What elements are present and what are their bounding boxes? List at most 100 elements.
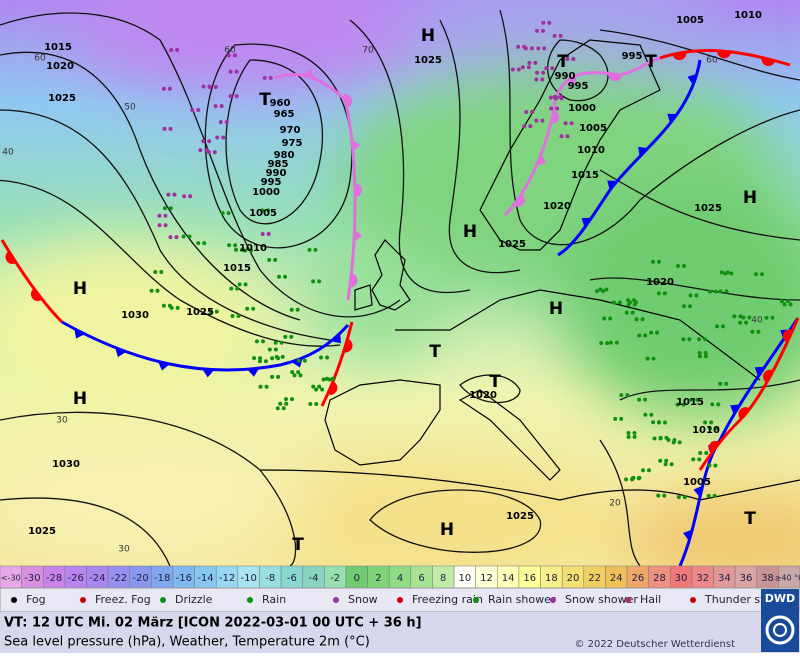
- weather-dot: [552, 33, 557, 38]
- coastlines: [259, 39, 800, 501]
- weather-dot: [708, 426, 713, 431]
- isobar-label: 1020: [469, 390, 497, 401]
- weather-dot: [608, 340, 613, 345]
- weather-dot: [234, 247, 239, 252]
- weather-dot: [747, 315, 752, 320]
- weather-dot: [713, 289, 718, 294]
- weather-dot: [675, 402, 680, 407]
- weather-dot: [632, 434, 637, 439]
- legend-label: Rain shower: [488, 593, 556, 606]
- weather-dot: [565, 56, 570, 61]
- front-symbol: [782, 329, 793, 343]
- isobar-label: 1025: [694, 203, 722, 214]
- legend-label: Freez. Fog: [95, 593, 151, 606]
- weather-dot: [714, 426, 719, 431]
- dwd-logo-swirl: [765, 615, 795, 645]
- dwd-logo-text: DWD: [765, 592, 795, 605]
- weather-dot: [710, 402, 715, 407]
- weather-dot: [738, 314, 743, 319]
- weather-dot: [302, 358, 307, 363]
- weather-dot: [729, 271, 734, 276]
- weather-dot: [181, 234, 186, 239]
- weather-dot: [651, 356, 656, 361]
- weather-dot: [196, 108, 201, 113]
- front-symbol: [247, 368, 260, 377]
- weather-dot: [604, 287, 609, 292]
- weather-dot: [646, 468, 651, 473]
- weather-dot: [212, 150, 217, 155]
- weather-dot: [234, 94, 239, 99]
- weather-dot: [292, 373, 297, 378]
- weather-dot: [550, 66, 555, 71]
- footer-bar: [0, 612, 800, 653]
- isobar-label: 1025: [186, 307, 214, 318]
- legend-symbol: [625, 597, 631, 603]
- weather-dot: [273, 340, 278, 345]
- scale-label: -2: [330, 573, 340, 584]
- weather-dot: [207, 84, 212, 89]
- isobar-label: 1015: [44, 42, 72, 53]
- legend-symbol: [550, 597, 556, 603]
- isobar-label: 1010: [577, 145, 605, 156]
- weather-dot: [214, 309, 219, 314]
- weather-dot: [599, 341, 604, 346]
- scale-label: -28: [46, 573, 62, 584]
- weather-dot: [235, 286, 240, 291]
- weather-dot: [520, 65, 525, 70]
- legend-symbol: [11, 597, 17, 603]
- weather-dot: [694, 293, 699, 298]
- front-symbol: [550, 110, 560, 124]
- weather-dot: [697, 337, 702, 342]
- weather-dot: [168, 206, 173, 211]
- weather-dot: [270, 356, 275, 361]
- weather-dot: [738, 320, 743, 325]
- legend-symbol: [690, 597, 696, 603]
- weather-dot: [245, 306, 250, 311]
- legend-symbol: [247, 597, 253, 603]
- isobars: [0, 9, 800, 566]
- weather-dot: [296, 358, 301, 363]
- weather-dot: [697, 457, 702, 462]
- weather-dot: [754, 272, 759, 277]
- weather-dot: [626, 431, 631, 436]
- weather-dot: [558, 33, 563, 38]
- weather-dot: [167, 86, 172, 91]
- weather-dot: [314, 387, 319, 392]
- weather-dot: [213, 85, 218, 90]
- weather-dot: [149, 288, 154, 293]
- weather-dot: [676, 495, 681, 500]
- weather-dot: [289, 397, 294, 402]
- weather-dot: [709, 420, 714, 425]
- front-symbol: [738, 407, 750, 420]
- weather-dot: [252, 356, 257, 361]
- pressure-center: T: [557, 52, 569, 72]
- weather-dot: [188, 194, 193, 199]
- weather-dot: [226, 211, 231, 216]
- front-line: [320, 321, 354, 407]
- weather-dot: [637, 475, 642, 480]
- weather-dot: [275, 406, 280, 411]
- weather-dot: [311, 384, 316, 389]
- weather-dot: [163, 223, 168, 228]
- weather-dot: [157, 223, 162, 228]
- front-symbol: [30, 288, 43, 302]
- front-symbol: [351, 139, 361, 152]
- isobar-label: 1020: [46, 61, 74, 72]
- weather-dot: [196, 241, 201, 246]
- weather-dot: [535, 70, 540, 75]
- weather-dot: [651, 420, 656, 425]
- weather-dot: [614, 340, 619, 345]
- weather-dot: [601, 289, 606, 294]
- weather-dot: [157, 213, 162, 218]
- weather-dot: [617, 300, 622, 305]
- weather-dot: [262, 75, 267, 80]
- weather-dot: [664, 435, 669, 440]
- weather-dot: [536, 46, 541, 51]
- front-symbol: [327, 381, 338, 395]
- weather-symbols: [149, 20, 793, 500]
- legend-label: Hail: [640, 593, 661, 606]
- front-symbol: [693, 485, 703, 498]
- weather-dot: [681, 304, 686, 309]
- weather-dot: [260, 231, 265, 236]
